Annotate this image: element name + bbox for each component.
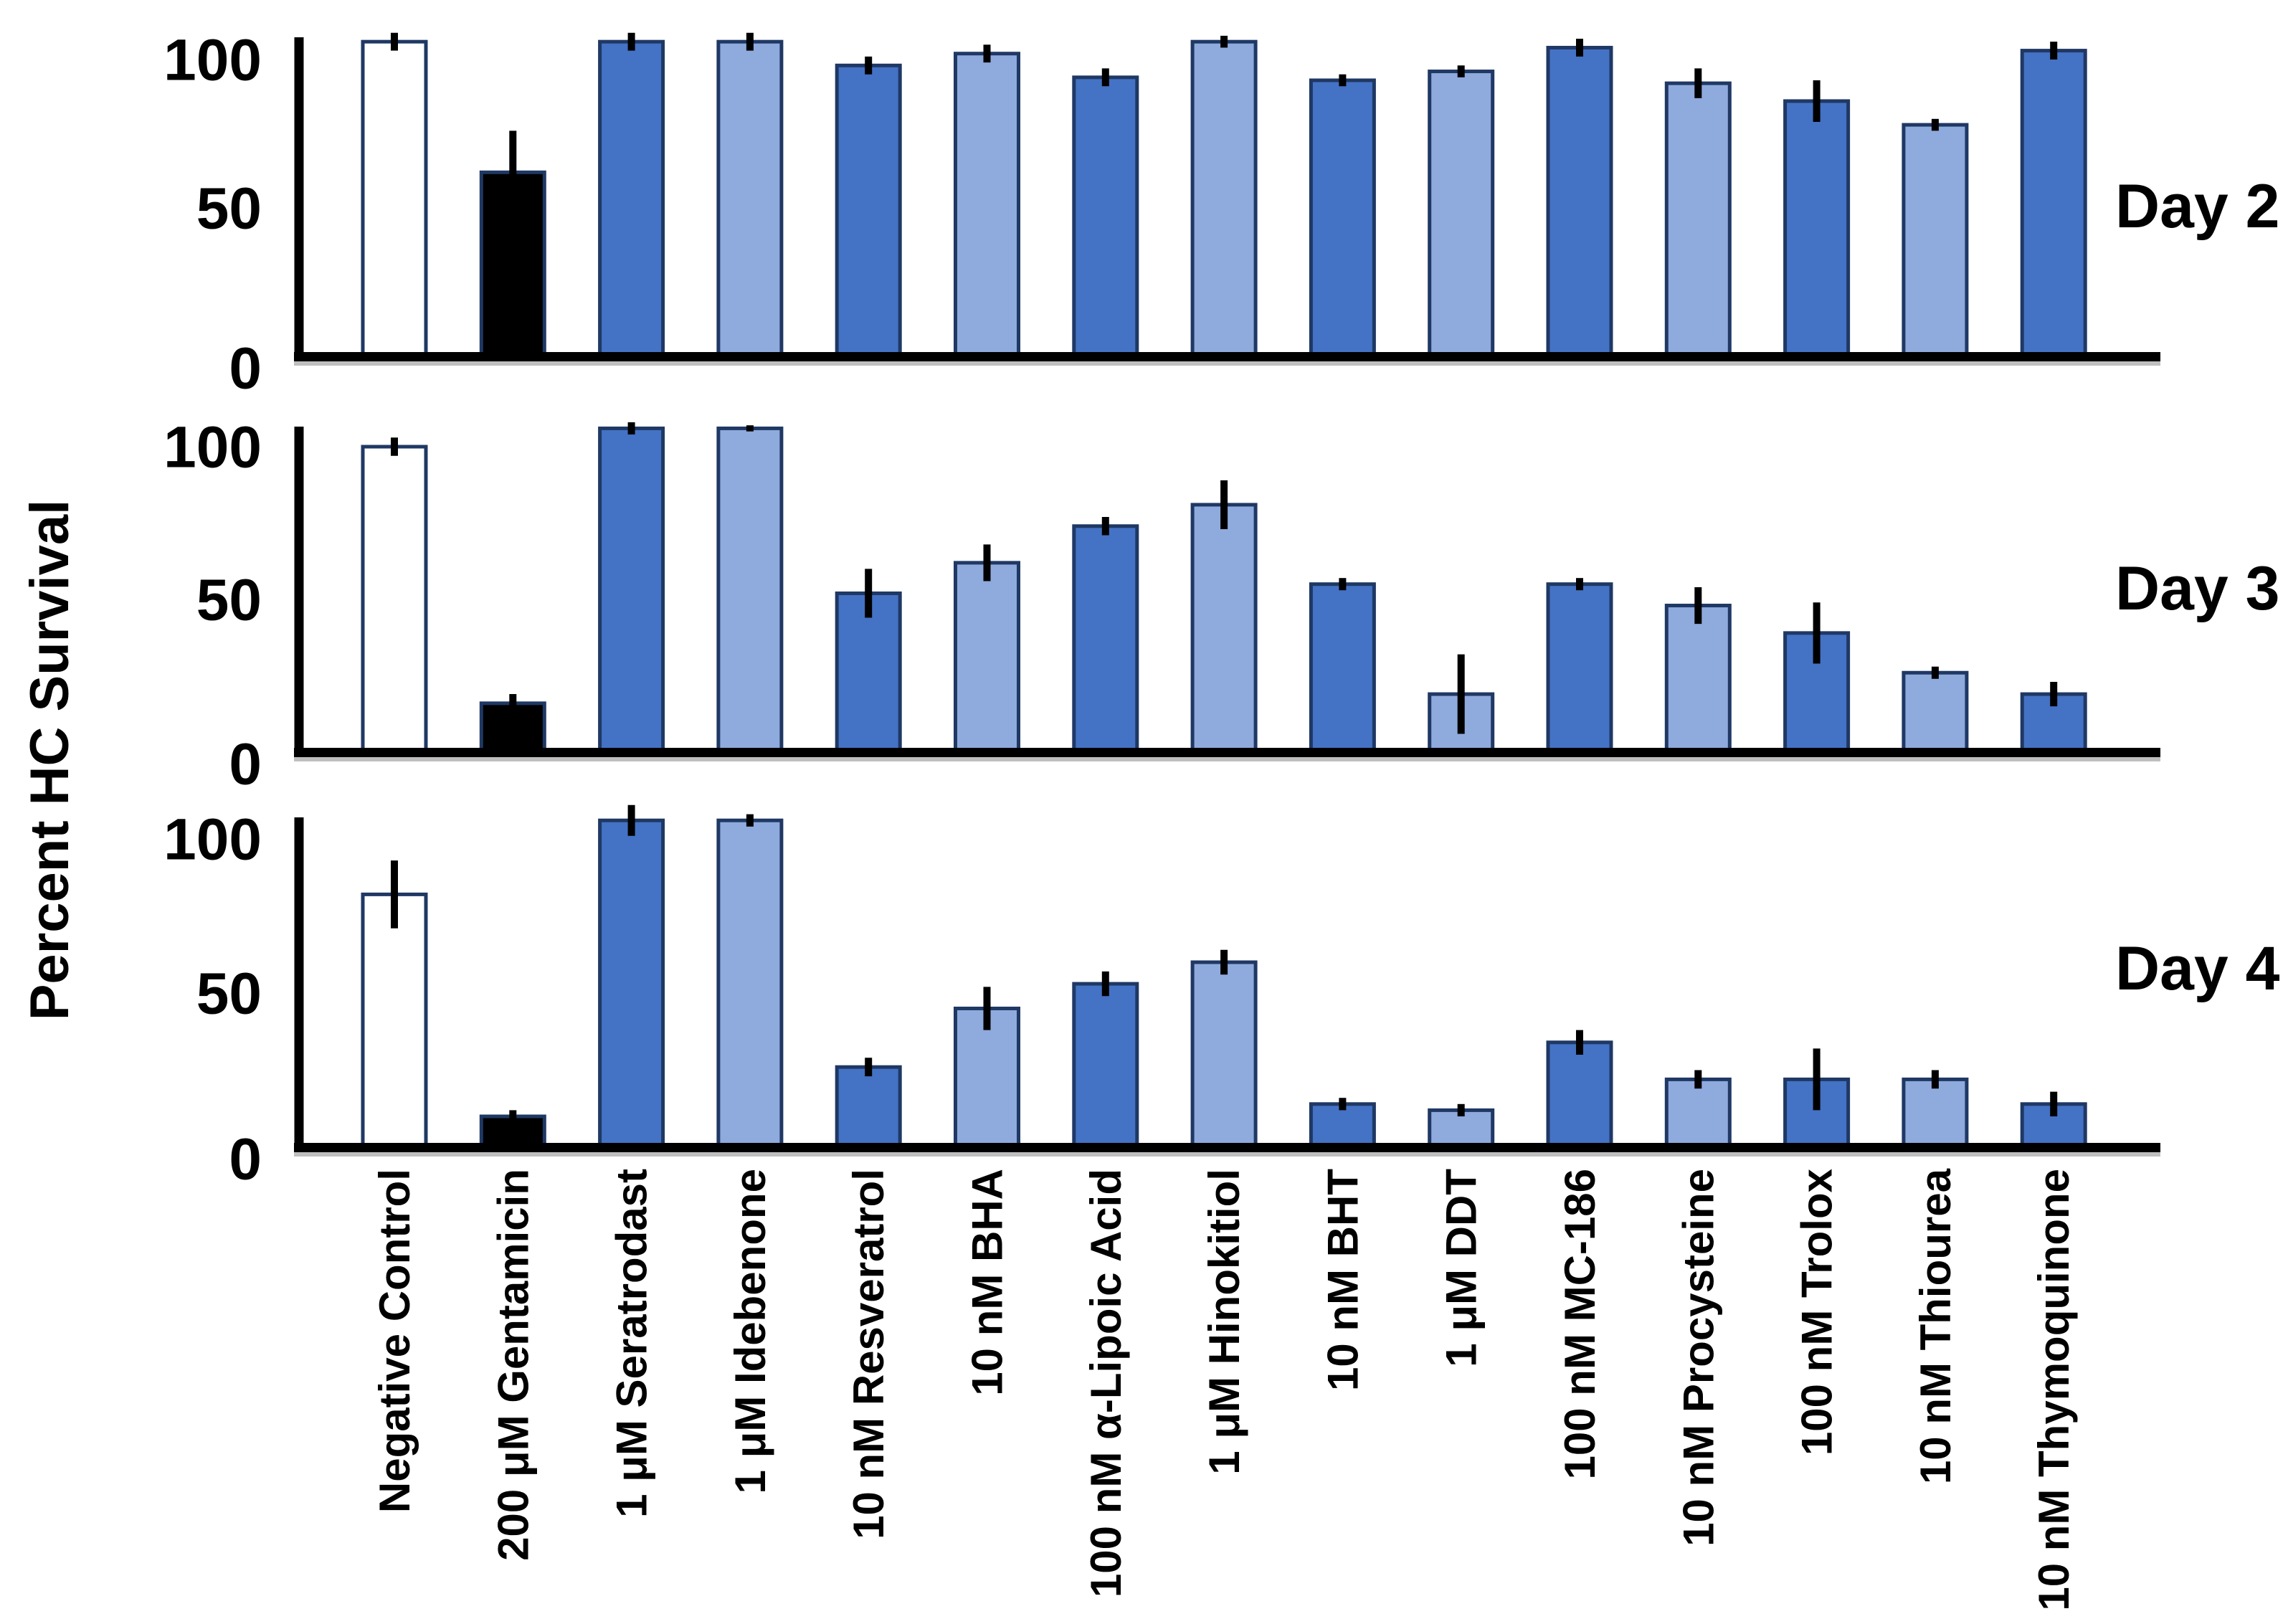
labels-layer: Day 2 Day 3 Day 4 Negative Control 200 μM Ge… (19, 172, 2280, 1611)
y-tick-label-day-2-50: 50 (196, 176, 262, 242)
bar-day-4-10-nm-bht (1309, 1102, 1376, 1149)
bar-day-2-10-nm-procysteine (1664, 81, 1732, 358)
bar-day-2-1-m-idebenone (716, 39, 784, 358)
category-label-1-m-hinokitiol: 1 μM Hinokitiol (1200, 1169, 1248, 1475)
bar-day-3-10-nm-resveratrol (835, 591, 902, 754)
x-axis-line (294, 1143, 2160, 1152)
category-label-100-nm-trolox: 100 nM Trolox (1793, 1169, 1841, 1456)
baseline-shadow (294, 361, 2160, 366)
panel-label-day-3: Day 3 (2115, 554, 2280, 623)
bar-day-3-10-nm-bht (1309, 582, 1376, 754)
category-label-10-nm-resveratrol: 10 nM Resveratrol (845, 1169, 893, 1539)
bar-day-3-10-nm-procysteine (1664, 604, 1732, 754)
bar-day-4-1-m-hinokitiol (1190, 960, 1258, 1149)
y-axis-line (294, 817, 304, 1152)
y-axis-line (294, 37, 304, 361)
bar-day-3-10-nm-thiourea (1902, 670, 1969, 754)
bar-day-4-100-nm-lipoic-acid (1072, 982, 1139, 1149)
bar-day-4-10-nm-thiourea (1902, 1077, 1969, 1149)
x-axis-line (294, 352, 2160, 361)
y-tick-label-day-3-50: 50 (196, 568, 262, 633)
panel-label-day-4: Day 4 (2115, 934, 2280, 1003)
category-label-100-nm-lipoic-acid: 100 nM α-Lipoic Acid (1082, 1169, 1130, 1597)
bar-day-4-100-nm-mc-186 (1546, 1040, 1613, 1149)
y-tick-label-day-4-0: 0 (229, 1127, 262, 1192)
bar-day-2-10-nm-thiourea (1902, 123, 1969, 358)
bar-day-2-100-nm-trolox (1783, 99, 1851, 358)
bar-day-3-1-m-hinokitiol (1190, 503, 1258, 754)
category-label-1-m-idebenone: 1 μM Idebenone (726, 1169, 774, 1494)
bar-day-3-negative-control (361, 445, 428, 754)
y-axis-title: Percent HC Survival (19, 500, 80, 1021)
y-tick-label-day-2-100: 100 (163, 28, 262, 93)
bar-day-4-1-m-idebenone (716, 818, 784, 1149)
bar-day-4-negative-control (361, 892, 428, 1149)
bar-day-4-10-nm-procysteine (1664, 1077, 1732, 1149)
bar-day-2-1-m-seratrodast (598, 39, 665, 358)
baseline-shadow (294, 1152, 2160, 1157)
category-label-10-nm-bht: 10 nM BHT (1319, 1169, 1367, 1391)
panel-day-3: 0 50 100 (163, 415, 2160, 797)
bar-day-3-1-m-idebenone (716, 426, 784, 754)
bar-day-2-10-nm-bha (954, 52, 1020, 358)
x-axis-line (294, 748, 2160, 757)
bar-day-3-1-m-seratrodast (598, 426, 665, 754)
category-label-1-m-ddt: 1 μM DDT (1438, 1169, 1486, 1367)
y-axis-line (294, 427, 304, 757)
bar-day-4-10-nm-resveratrol (835, 1065, 902, 1149)
category-label-10-nm-procysteine: 10 nM Procysteine (1674, 1169, 1722, 1547)
panel-label-day-2: Day 2 (2115, 172, 2280, 241)
bar-day-2-negative-control (361, 39, 428, 358)
bar-day-4-1-m-seratrodast (598, 818, 665, 1149)
y-tick-label-day-4-100: 100 (163, 807, 262, 873)
y-tick-label-day-2-0: 0 (229, 336, 262, 402)
bar-day-2-1-m-hinokitiol (1190, 39, 1258, 358)
bar-day-3-100-nm-lipoic-acid (1072, 524, 1139, 754)
category-label-10-nm-thymoquinone: 10 nM Thymoquinone (2030, 1169, 2078, 1611)
panels-layer: 0 50 100 0 50 100 0 50 100 (163, 28, 2160, 1192)
panel-day-2: 0 50 100 (163, 28, 2160, 402)
y-tick-label-day-3-100: 100 (163, 415, 262, 480)
category-label-1-m-seratrodast: 1 μM Seratrodast (608, 1169, 656, 1518)
category-label-negative-control: Negative Control (371, 1169, 419, 1513)
bar-day-4-10-nm-bha (954, 1007, 1020, 1149)
y-tick-label-day-3-0: 0 (229, 732, 262, 797)
category-label-10-nm-thiourea: 10 nM Thiourea (1912, 1168, 1960, 1484)
bar-day-2-1-m-ddt (1428, 70, 1495, 358)
bar-day-3-10-nm-bha (954, 561, 1020, 754)
bar-day-3-100-nm-mc-186 (1546, 582, 1613, 754)
bar-day-4-10-nm-thymoquinone (2020, 1102, 2087, 1149)
category-label-200-m-gentamicin: 200 μM Gentamicin (489, 1169, 537, 1561)
bar-day-2-10-nm-bht (1309, 78, 1376, 358)
baseline-shadow (294, 757, 2160, 761)
category-label-100-nm-mc-186: 100 nM MC-186 (1556, 1169, 1604, 1479)
bar-day-2-10-nm-resveratrol (835, 63, 902, 358)
bar-day-2-10-nm-thymoquinone (2020, 49, 2087, 358)
panel-day-4: 0 50 100 (163, 804, 2160, 1192)
bar-day-2-100-nm-lipoic-acid (1072, 75, 1139, 358)
category-label-10-nm-bha: 10 nM BHA (964, 1169, 1012, 1396)
bar-day-2-100-nm-mc-186 (1546, 45, 1613, 358)
y-tick-label-day-4-50: 50 (196, 961, 262, 1027)
